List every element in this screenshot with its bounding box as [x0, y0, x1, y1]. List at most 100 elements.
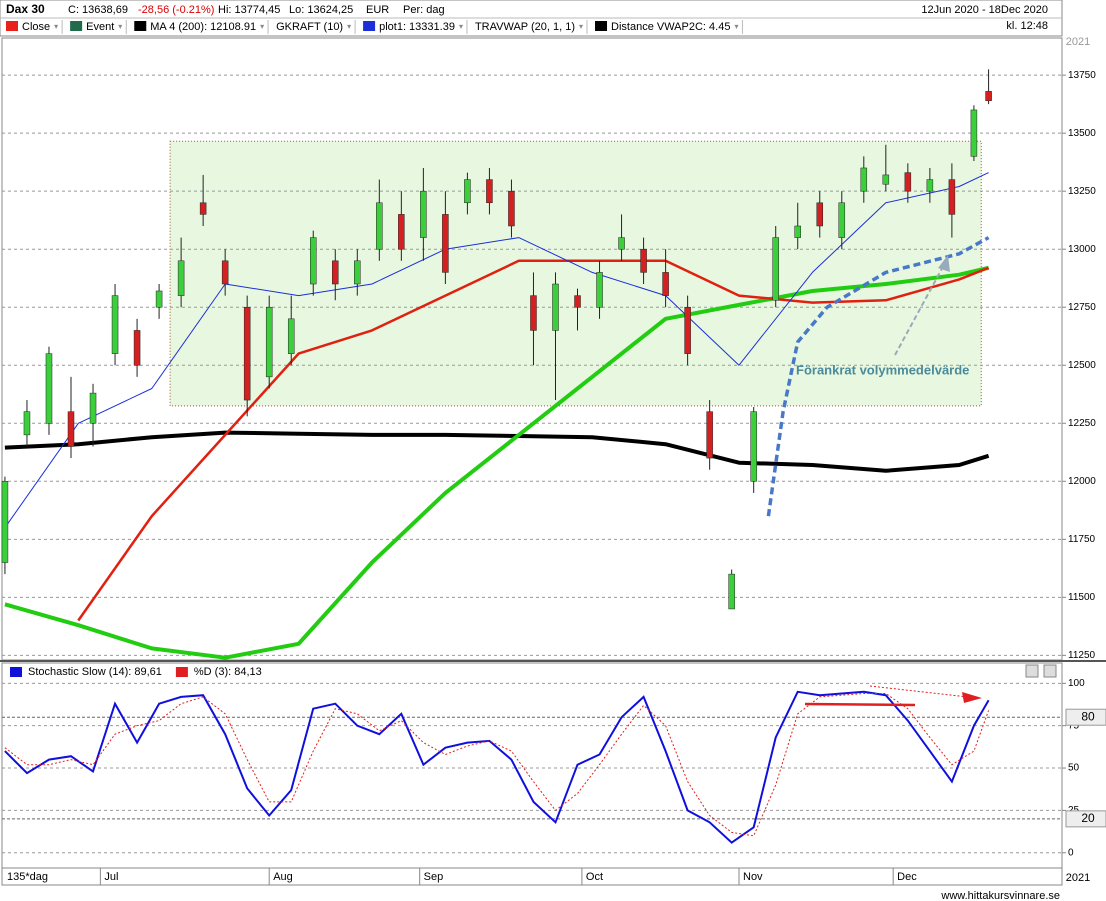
level-label: 20	[1081, 811, 1095, 825]
candle-body	[530, 295, 537, 331]
candle-body	[640, 248, 647, 273]
year-label: 2021	[1066, 872, 1090, 884]
candle-body	[199, 202, 207, 215]
ma-line	[4, 172, 989, 528]
annotation-arrow	[894, 262, 946, 356]
legend-swatch	[70, 21, 83, 31]
candle-body	[354, 260, 361, 285]
y-tick-label: 50	[1068, 763, 1080, 774]
stoch-line	[4, 693, 990, 837]
range-box	[169, 140, 982, 407]
y-tick-label: 13250	[1068, 186, 1096, 197]
symbol: Dax 30	[6, 2, 45, 16]
legend-dropdown: ▾	[347, 22, 351, 31]
panel-icon[interactable]	[1043, 664, 1057, 678]
candle-body	[287, 318, 295, 354]
x-tick-label: Aug	[273, 871, 293, 883]
legend-dropdown: ▾	[579, 22, 583, 31]
legend-label: Distance VWAP2C: 4.45	[611, 21, 730, 33]
candle-body	[420, 190, 427, 238]
legend-label: Close	[22, 21, 50, 33]
ma-line	[4, 265, 990, 660]
candle-body	[67, 411, 75, 447]
y-tick-label: 13000	[1068, 244, 1096, 255]
legend-dropdown: ▾	[734, 22, 738, 31]
candle-body	[552, 283, 559, 331]
legend-label: TRAVWAP (20, 1, 1)	[475, 21, 575, 33]
trend-arrowhead	[962, 692, 982, 703]
candle-body	[45, 353, 53, 424]
year-label: 2021	[1066, 36, 1090, 48]
y-tick-label: 12750	[1068, 302, 1096, 313]
candle-body	[398, 214, 405, 250]
y-tick-label: 75	[1068, 720, 1080, 731]
candle-body	[133, 330, 141, 366]
bar-count: 135*dag	[7, 871, 48, 883]
level-box	[1065, 708, 1106, 726]
x-axis-strip	[1, 867, 1063, 886]
candle-body	[508, 190, 515, 227]
legend: Close ▾ Event ▾ MA 4 (200): 12108.91 ▾ GKRAFT …	[6, 20, 743, 34]
candle-body	[728, 573, 735, 610]
candle-body	[904, 172, 912, 192]
candle-body	[860, 167, 868, 192]
annotation-arrowhead	[938, 255, 950, 272]
x-tick-label: Nov	[743, 871, 763, 883]
ma-line	[766, 236, 990, 517]
y-tick-label: 11500	[1068, 592, 1096, 603]
candle-body	[574, 295, 581, 308]
legend-swatch	[595, 21, 608, 31]
candle-body	[948, 179, 956, 215]
time: kl. 12:48	[1006, 20, 1048, 32]
candle-body	[706, 411, 713, 459]
trend-line-dotted	[869, 685, 969, 698]
period: Per: dag	[403, 4, 445, 16]
candle-body	[177, 260, 185, 296]
legend-label: Stochastic Slow (14): 89,61	[28, 666, 162, 678]
candle-body	[464, 179, 471, 204]
candle-body	[23, 411, 31, 436]
candle-body	[618, 237, 625, 250]
y-tick-label: 12000	[1068, 476, 1096, 487]
low-value: Lo: 13624,25	[289, 4, 353, 16]
legend-swatch	[175, 667, 188, 677]
y-tick-label: 12500	[1068, 360, 1096, 371]
x-tick-label: Oct	[586, 871, 603, 883]
candle-body	[882, 174, 890, 185]
change-value: -28,56 (-0.21%)	[138, 4, 214, 16]
candle-body	[442, 214, 449, 273]
candle-body	[985, 91, 992, 101]
ma-line	[77, 259, 990, 622]
plot: 11250 11500 11750 12000 12250 12500 12750 13000…	[1, 69, 1106, 885]
legend-dropdown: ▾	[118, 22, 122, 31]
legend-dropdown: ▾	[260, 22, 264, 31]
x-tick-label: Dec	[897, 871, 917, 883]
legend-swatch	[6, 21, 18, 31]
candle-body	[309, 237, 317, 285]
legend-label: %D (3): 84,13	[194, 666, 262, 678]
panel-icon[interactable]	[1025, 664, 1039, 678]
legend-swatch	[134, 21, 147, 31]
legend-label: plot1: 13331.39	[379, 21, 455, 33]
annotation: Förankrat volymmedelvärde	[796, 362, 969, 377]
footer: www.hittakursvinnare.se	[940, 890, 1060, 901]
legend-swatch	[10, 667, 22, 677]
candle-body	[662, 272, 669, 296]
date-range: 12Jun 2020 - 18Dec 2020	[921, 4, 1048, 16]
candle-body	[794, 225, 801, 238]
legend-dropdown: ▾	[459, 22, 463, 31]
legend-swatch	[363, 21, 376, 31]
x-tick-label: Jul	[104, 871, 118, 883]
stoch-line	[4, 690, 990, 844]
level-label: 80	[1081, 709, 1095, 723]
trend-line	[804, 702, 916, 707]
candle-body	[89, 392, 97, 424]
candle-body	[486, 179, 493, 204]
candle-body	[750, 411, 757, 482]
candle-body	[265, 306, 273, 378]
currency: EUR	[366, 4, 389, 16]
candle-body	[376, 202, 383, 250]
y-tick-label: 12250	[1068, 418, 1096, 429]
candle-body	[816, 202, 824, 227]
